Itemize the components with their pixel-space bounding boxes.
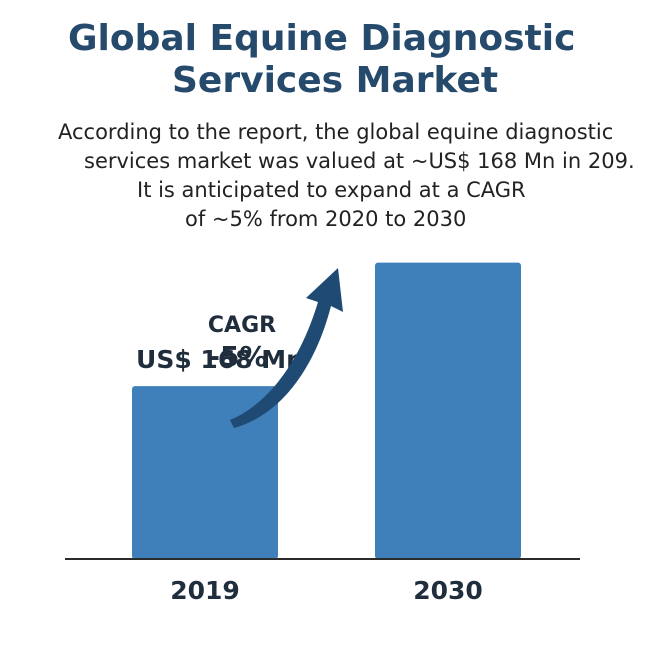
- chart-subtitle: According to the report, the global equi…: [0, 118, 649, 234]
- bars-layer: [132, 262, 521, 559]
- cagr-label: CAGR: [208, 313, 276, 338]
- bar-2019: [132, 386, 278, 559]
- growth-arrow-icon: [230, 268, 343, 428]
- subtitle-line-1: According to the report, the global equi…: [58, 120, 614, 144]
- subtitle-line-4: of ~5% from 2020 to 2030: [185, 207, 467, 231]
- chart-title: Global Equine Diagnostic Services Market: [0, 18, 649, 102]
- x-tick-label-2030: 2030: [413, 576, 483, 605]
- subtitle-line-2: services market was valued at ~US$ 168 M…: [84, 149, 635, 173]
- data-label-2019: US$ 168 Mn: [136, 345, 304, 374]
- chart-title-line-1: Global Equine Diagnostic: [68, 18, 576, 59]
- chart-title-line-2: Services Market: [172, 60, 499, 101]
- cagr-annotation: CAGR -5%: [208, 268, 343, 428]
- labels-layer: 2019 US$ 168 Mn 2030: [136, 345, 483, 605]
- bar-2030: [375, 262, 521, 559]
- cagr-value: -5%: [208, 340, 267, 373]
- subtitle-line-3: It is anticipated to expand at a CAGR: [137, 178, 526, 202]
- x-tick-label-2019: 2019: [170, 576, 240, 605]
